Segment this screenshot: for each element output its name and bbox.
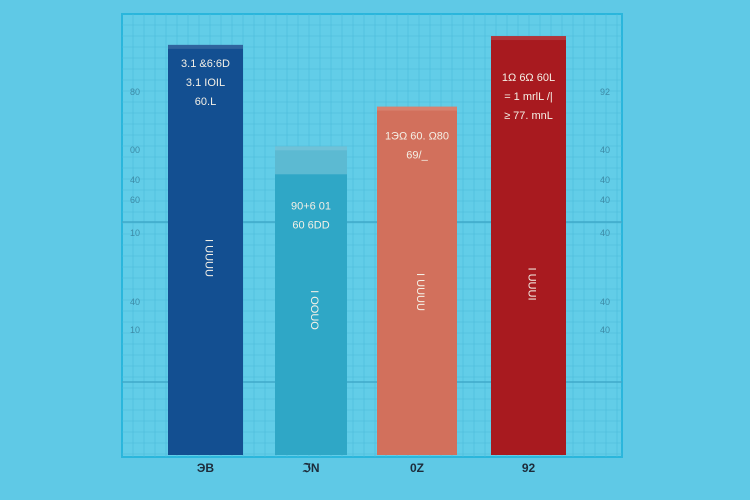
bars: 3.1 &6:6D 3.1 IOIL 60.L I UUUU 90+6 01 60 6DD… (168, 36, 566, 456)
x-axis: ЭB ℑN 0Z 92 (197, 461, 536, 475)
y-tick-label: 40 (130, 175, 140, 185)
bar-label: 3.1 &6:6D (181, 58, 230, 70)
y-tick-label: 40 (600, 175, 610, 185)
y-tick-label: 10 (130, 228, 140, 238)
bar-inner-text: I UUUU (414, 273, 426, 311)
bar-label: ≥ 77. mnL (504, 110, 553, 122)
bar-rect (275, 146, 347, 456)
bar-4: 1Ω 6Ω 60L = 1 mrlL /| ≥ 77. mnL I UUUI (491, 36, 566, 456)
y-tick-label: 40 (600, 228, 610, 238)
bar-1: 3.1 &6:6D 3.1 IOIL 60.L I UUUU (168, 44, 243, 456)
x-category-label: 0Z (410, 461, 424, 475)
y-tick-label: 40 (600, 195, 610, 205)
bar-rect (491, 36, 566, 456)
y-tick-label: 00 (130, 145, 140, 155)
x-category-label: ЭB (197, 461, 215, 475)
bar-highlight (491, 36, 566, 41)
bar-cap (275, 146, 347, 175)
y-tick-label: 10 (130, 325, 140, 335)
bar-label: = 1 mrlL /| (504, 91, 553, 103)
bar-label: 90+6 01 (291, 200, 331, 212)
bar-highlight (168, 44, 243, 49)
y-tick-label: 40 (600, 145, 610, 155)
bar-inner-text: I OOUO (308, 290, 320, 330)
y-axis-right: 92 40 40 40 40 40 40 (600, 87, 610, 335)
bar-inner-text: I UUUU (203, 239, 215, 277)
bar-label: 60 6DD (292, 219, 329, 231)
y-tick-label: 40 (130, 297, 140, 307)
bar-3: 1ЭΩ 60. Ω80 69/_ I UUUU (377, 106, 457, 456)
bar-rect (377, 106, 457, 456)
y-tick-label: 80 (130, 87, 140, 97)
y-tick-label: 92 (600, 87, 610, 97)
bar-label: 1ЭΩ 60. Ω80 (385, 131, 449, 143)
y-axis-left: 80 00 40 60 10 40 10 (130, 87, 140, 335)
y-tick-label: 60 (130, 195, 140, 205)
bar-rect (168, 44, 243, 456)
bar-label: 69/_ (406, 150, 428, 162)
x-category-label: ℑN (301, 461, 319, 475)
bar-label: 3.1 IOIL (186, 77, 225, 89)
x-category-label: 92 (522, 461, 536, 475)
bar-inner-text: I UUUI (526, 268, 538, 301)
bar-highlight (377, 106, 457, 111)
bar-label: 60.L (195, 96, 216, 108)
bar-2: 90+6 01 60 6DD I OOUO (275, 146, 347, 456)
y-tick-label: 40 (600, 325, 610, 335)
bar-label: 1Ω 6Ω 60L (502, 72, 555, 84)
y-tick-label: 40 (600, 297, 610, 307)
bar-highlight (275, 146, 347, 151)
